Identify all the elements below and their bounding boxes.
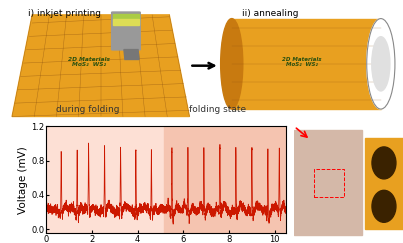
Bar [314, 169, 344, 197]
Bar [294, 130, 361, 235]
Text: i) inkjet printing: i) inkjet printing [28, 9, 101, 18]
Text: during folding: during folding [56, 104, 119, 113]
Bar [232, 18, 381, 109]
Text: ii) annealing: ii) annealing [242, 9, 298, 18]
Ellipse shape [372, 37, 390, 91]
Bar [164, 126, 286, 233]
Polygon shape [12, 15, 189, 116]
Bar [365, 138, 403, 229]
Polygon shape [124, 50, 139, 60]
FancyBboxPatch shape [113, 18, 139, 25]
Ellipse shape [367, 18, 395, 109]
Ellipse shape [372, 190, 396, 222]
Text: 2D Materials
MoS₂  WS₂: 2D Materials MoS₂ WS₂ [283, 57, 322, 67]
FancyBboxPatch shape [112, 12, 140, 50]
Text: 2D Materials
MoS₂  WS₂: 2D Materials MoS₂ WS₂ [68, 57, 110, 67]
FancyBboxPatch shape [113, 14, 139, 19]
Ellipse shape [372, 147, 396, 179]
Bar [46, 126, 164, 233]
Ellipse shape [221, 18, 243, 109]
Y-axis label: Voltage (mV): Voltage (mV) [18, 146, 28, 214]
Text: folding state: folding state [189, 104, 246, 113]
